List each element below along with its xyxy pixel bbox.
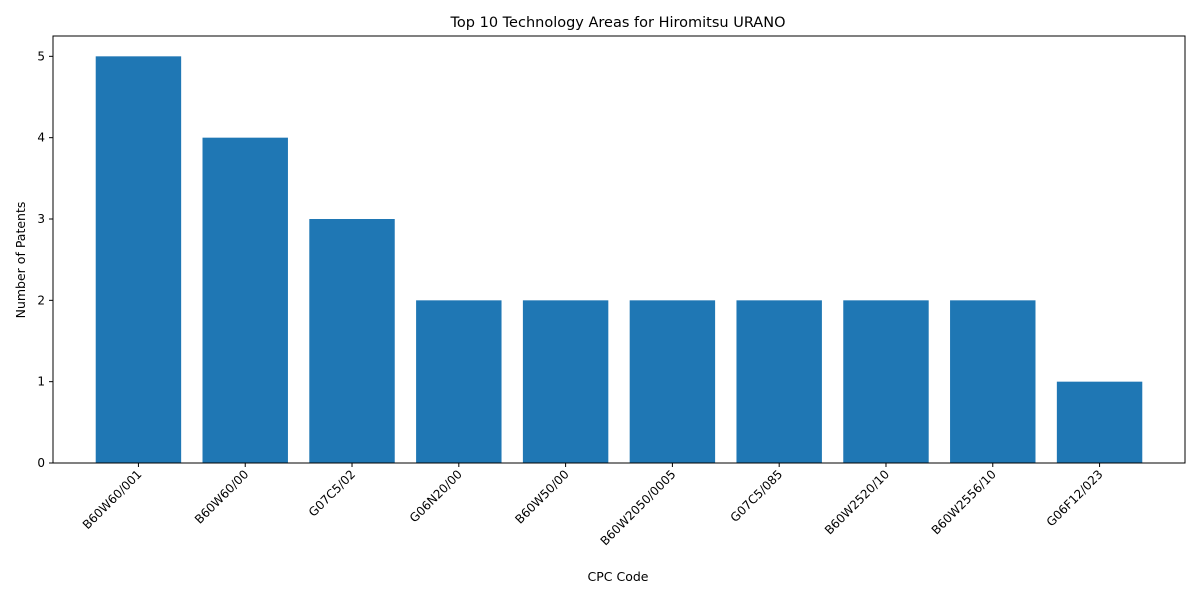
bar-3 [416,300,501,463]
x-tick-label-4: B60W50/00 [512,467,571,526]
bar-2 [309,219,394,463]
x-axis-ticks: B60W60/001 B60W60/00 G07C5/02 G06N20/00 B60W… [80,463,1106,548]
y-tick-label-0: 0 [37,456,45,470]
x-axis-label: CPC Code [588,569,649,584]
y-tick-label-5: 5 [37,49,45,63]
x-tick-label-6: G07C5/085 [728,467,786,525]
bar-8 [950,300,1035,463]
y-tick-label-3: 3 [37,212,45,226]
bars-group [96,56,1143,463]
y-tick-label-2: 2 [37,293,45,307]
bar-9 [1057,382,1142,463]
bar-6 [736,300,821,463]
y-tick-label-1: 1 [37,375,45,389]
bar-1 [203,138,288,463]
x-tick-label-9: G06F12/023 [1044,467,1106,529]
x-tick-label-7: B60W2520/10 [822,467,892,537]
x-tick-label-2: G07C5/02 [306,467,358,519]
chart-title: Top 10 Technology Areas for Hiromitsu UR… [450,15,786,31]
x-tick-label-1: B60W60/00 [192,467,251,526]
y-tick-label-4: 4 [37,131,45,145]
x-tick-label-8: B60W2556/10 [929,467,999,537]
x-tick-label-5: B60W2050/0005 [598,467,679,548]
x-tick-label-0: B60W60/001 [80,467,145,532]
bar-4 [523,300,608,463]
bar-5 [630,300,715,463]
y-axis-label: Number of Patents [13,202,28,319]
x-tick-label-3: G06N20/00 [407,467,465,525]
bar-0 [96,56,181,463]
bar-7 [843,300,928,463]
y-axis-ticks: 0 1 2 3 4 5 [37,49,53,470]
